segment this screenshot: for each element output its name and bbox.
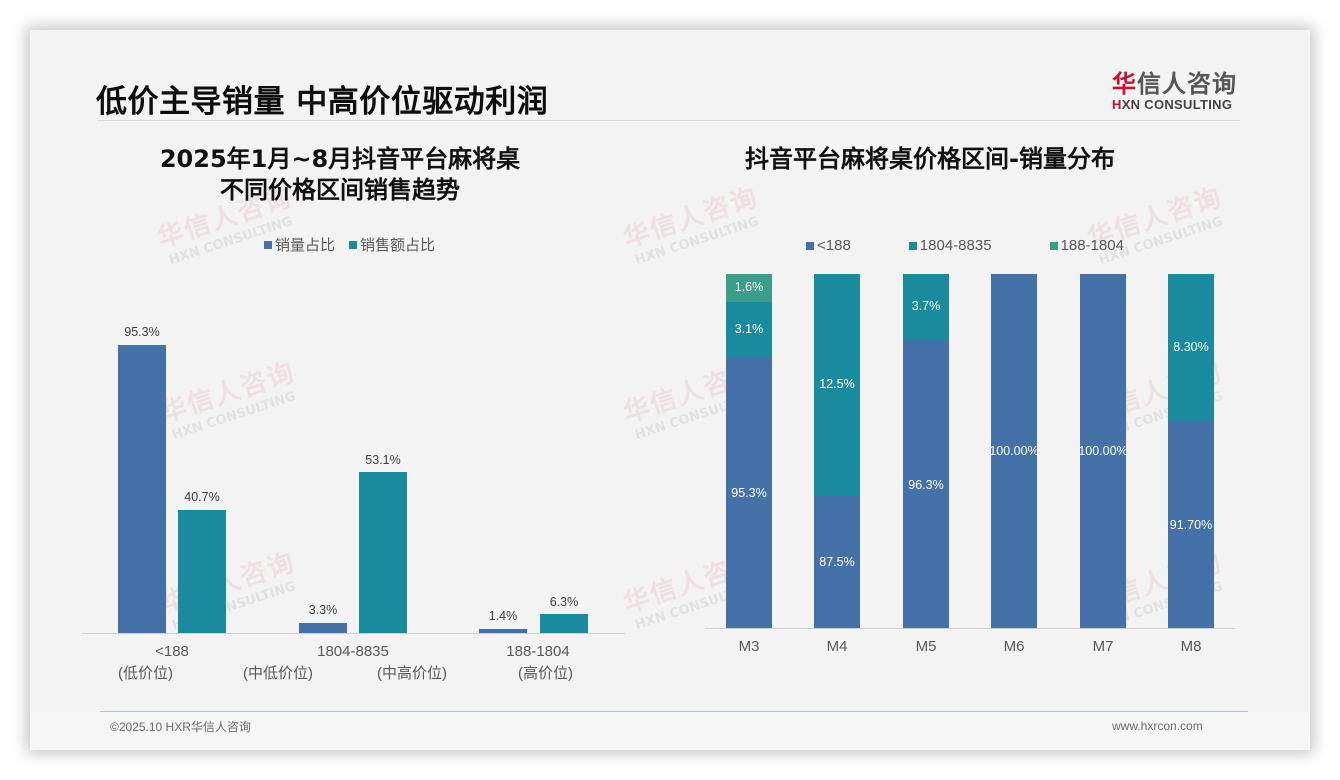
left-chart-title: 2025年1月~8月抖音平台麻将桌 不同价格区间销售趋势 — [140, 144, 540, 206]
segment-label: 87.5% — [819, 555, 855, 569]
bar-volume-1804-8835 — [299, 623, 347, 633]
segment-1804-8835: 12.5% — [814, 274, 860, 496]
legend-item-volume: 销量占比 — [264, 234, 335, 255]
legend-item-lt188: <188 — [806, 237, 851, 254]
footer-band — [30, 712, 1310, 750]
month-label: M4 — [826, 638, 848, 655]
watermark: 华信人咨询 HXN CONSULTING — [619, 182, 763, 269]
stacked-bar-m7: 100.00% — [1078, 274, 1128, 628]
segment-lt188: 91.70% — [1168, 421, 1214, 628]
left-chart-legend: 销量占比 销售额占比 — [264, 234, 435, 255]
legend-label: 销量占比 — [275, 237, 336, 254]
logo-en-mark: H — [1112, 97, 1122, 112]
segment-label: 91.70% — [1169, 518, 1213, 532]
legend-swatch-green — [1049, 241, 1058, 250]
logo-cn-text: 信人咨询 — [1137, 70, 1237, 98]
legend-label: <188 — [817, 237, 851, 254]
segment-label: 8.30% — [1173, 340, 1209, 354]
segment-lt188: 87.5% — [814, 496, 860, 628]
segment-1804-8835: 3.7% — [903, 274, 949, 340]
logo-chinese: 华信人咨询 — [1112, 64, 1242, 99]
watermark: 华信人咨询 HXN CONSULTING — [1083, 182, 1227, 269]
bar-value-label: 6.3% — [549, 595, 579, 609]
category-label: 1804-8835 — [317, 643, 389, 660]
title-divider — [97, 120, 1240, 121]
legend-item-1804-8835: 1804-8835 — [908, 237, 992, 254]
logo-english: HXN CONSULTING — [1112, 97, 1242, 112]
legend-swatch-blue — [264, 240, 272, 249]
left-chart-title-line2: 不同价格区间销售趋势 — [220, 176, 460, 204]
right-chart-title: 抖音平台麻将桌价格区间-销量分布 — [745, 145, 1115, 173]
company-logo: 华信人咨询 HXN CONSULTING — [1112, 64, 1242, 112]
stacked-bar-m5: 3.7% 96.3% — [903, 274, 949, 628]
segment-lt188: 100.00% — [989, 274, 1039, 628]
month-label: M5 — [915, 638, 937, 655]
page-title: 低价主导销量 中高价位驱动利润 — [96, 84, 549, 120]
stacked-bar-m4: 12.5% 87.5% — [814, 274, 860, 628]
right-chart-legend: <188 1804-8835 188-1804 — [806, 237, 1124, 254]
price-tier-label: (低价位) — [118, 665, 173, 682]
bar-value-label: 95.3% — [124, 325, 160, 339]
segment-label: 100.00% — [989, 444, 1039, 458]
stacked-bar-m6: 100.00% — [989, 274, 1039, 628]
month-label: M3 — [738, 638, 760, 655]
logo-en-text: XN CONSULTING — [1121, 97, 1233, 112]
bar-sales-188-1804 — [540, 614, 588, 633]
segment-label: 3.7% — [911, 299, 941, 313]
right-chart-x-axis — [705, 628, 1235, 629]
legend-swatch-teal — [349, 240, 358, 249]
bar-value-label: 1.4% — [488, 609, 518, 623]
bar-sales-lt188 — [178, 510, 226, 633]
bar-volume-lt188 — [118, 345, 166, 633]
footer-divider — [100, 711, 1248, 712]
segment-label: 96.3% — [908, 478, 944, 492]
month-label: M7 — [1092, 638, 1114, 655]
segment-label: 1.6% — [734, 280, 764, 294]
legend-item-188-1804: 188-1804 — [1049, 237, 1124, 254]
price-tier-label: (中低价位) — [243, 665, 313, 682]
legend-swatch-blue — [806, 241, 814, 250]
stacked-bar-m3: 1.6% 3.1% 95.3% — [726, 274, 772, 628]
bar-value-label: 3.3% — [308, 603, 338, 617]
segment-188-1804: 1.6% — [726, 274, 772, 302]
bar-sales-1804-8835 — [359, 472, 407, 633]
legend-label: 188-1804 — [1060, 237, 1124, 254]
segment-label: 100.00% — [1078, 444, 1128, 458]
bar-value-label: 40.7% — [184, 490, 220, 504]
legend-item-sales: 销售额占比 — [349, 234, 435, 255]
segment-1804-8835: 8.30% — [1168, 274, 1214, 421]
legend-label: 销售额占比 — [360, 237, 436, 254]
segment-lt188: 100.00% — [1078, 274, 1128, 628]
footer-copyright: ©2025.10 HXR华信人咨询 — [110, 720, 251, 734]
segment-label: 12.5% — [819, 377, 855, 391]
logo-mark: 华 — [1112, 70, 1137, 98]
legend-swatch-teal — [908, 241, 917, 250]
bar-value-label: 53.1% — [365, 453, 401, 467]
price-tier-label: (高价位) — [518, 665, 573, 682]
left-chart-title-line1: 2025年1月~8月抖音平台麻将桌 — [159, 145, 521, 173]
segment-label: 95.3% — [731, 486, 767, 500]
watermark: 华信人咨询 HXN CONSULTING — [156, 357, 300, 444]
segment-lt188: 95.3% — [726, 357, 772, 628]
footer-website-link[interactable]: www.hxrcon.com — [1112, 719, 1203, 733]
legend-label: 1804-8835 — [919, 237, 992, 254]
segment-lt188: 96.3% — [903, 340, 949, 628]
month-label: M8 — [1180, 638, 1202, 655]
left-chart-x-axis — [82, 633, 625, 634]
bar-volume-188-1804 — [479, 629, 527, 633]
segment-label: 3.1% — [734, 322, 764, 336]
stacked-bar-m8: 8.30% 91.70% — [1168, 274, 1214, 628]
category-label: 188-1804 — [506, 643, 570, 660]
segment-1804-8835: 3.1% — [726, 302, 772, 357]
slide: 低价主导销量 中高价位驱动利润 华信人咨询 HXN CONSULTING 华信人… — [30, 30, 1310, 750]
category-label: <188 — [155, 643, 189, 660]
month-label: M6 — [1003, 638, 1025, 655]
price-tier-label: (中高价位) — [377, 665, 447, 682]
